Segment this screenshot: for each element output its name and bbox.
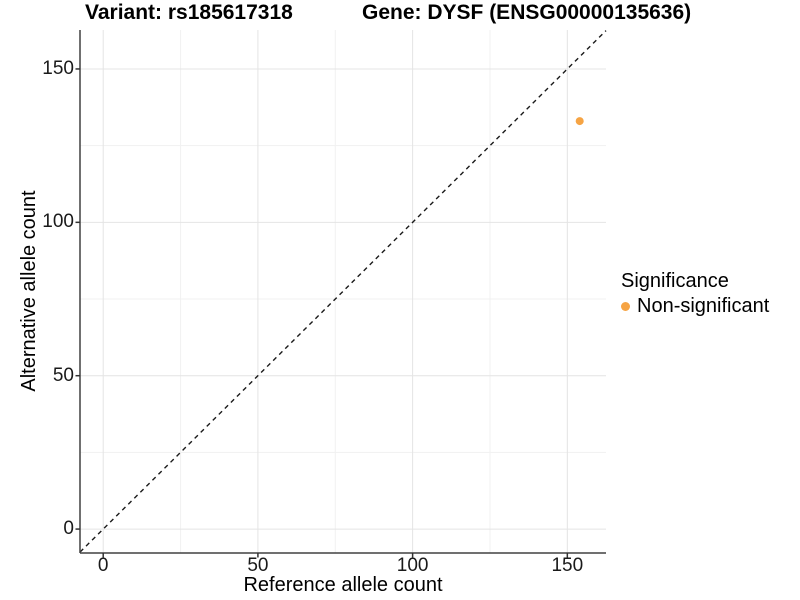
y-tick-label: 50: [52, 364, 74, 386]
legend-point-icon: [621, 301, 630, 311]
x-tick-label: 50: [247, 555, 269, 576]
x-tick-label: 0: [97, 555, 109, 576]
x-axis-title: Reference allele count: [243, 574, 443, 596]
legend: Significance Non-significant: [621, 270, 769, 317]
y-tick-label: 100: [42, 211, 74, 233]
x-tick-label: 150: [551, 555, 584, 576]
data-point: [575, 117, 584, 126]
plot-title-gene: Gene: DYSF (ENSG00000135636): [362, 1, 692, 24]
y-axis-title: Alternative allele count: [18, 190, 40, 392]
plot-title-variant: Variant: rs185617318: [85, 1, 293, 24]
legend-title: Significance: [621, 270, 729, 292]
y-tick-label: 0: [63, 518, 74, 540]
legend-item: Non-significant: [621, 295, 769, 317]
y-tick-label: 150: [42, 57, 74, 79]
x-tick-label: 100: [396, 555, 429, 576]
legend-item-label: Non-significant: [637, 295, 770, 317]
identity-line: [79, 30, 607, 553]
